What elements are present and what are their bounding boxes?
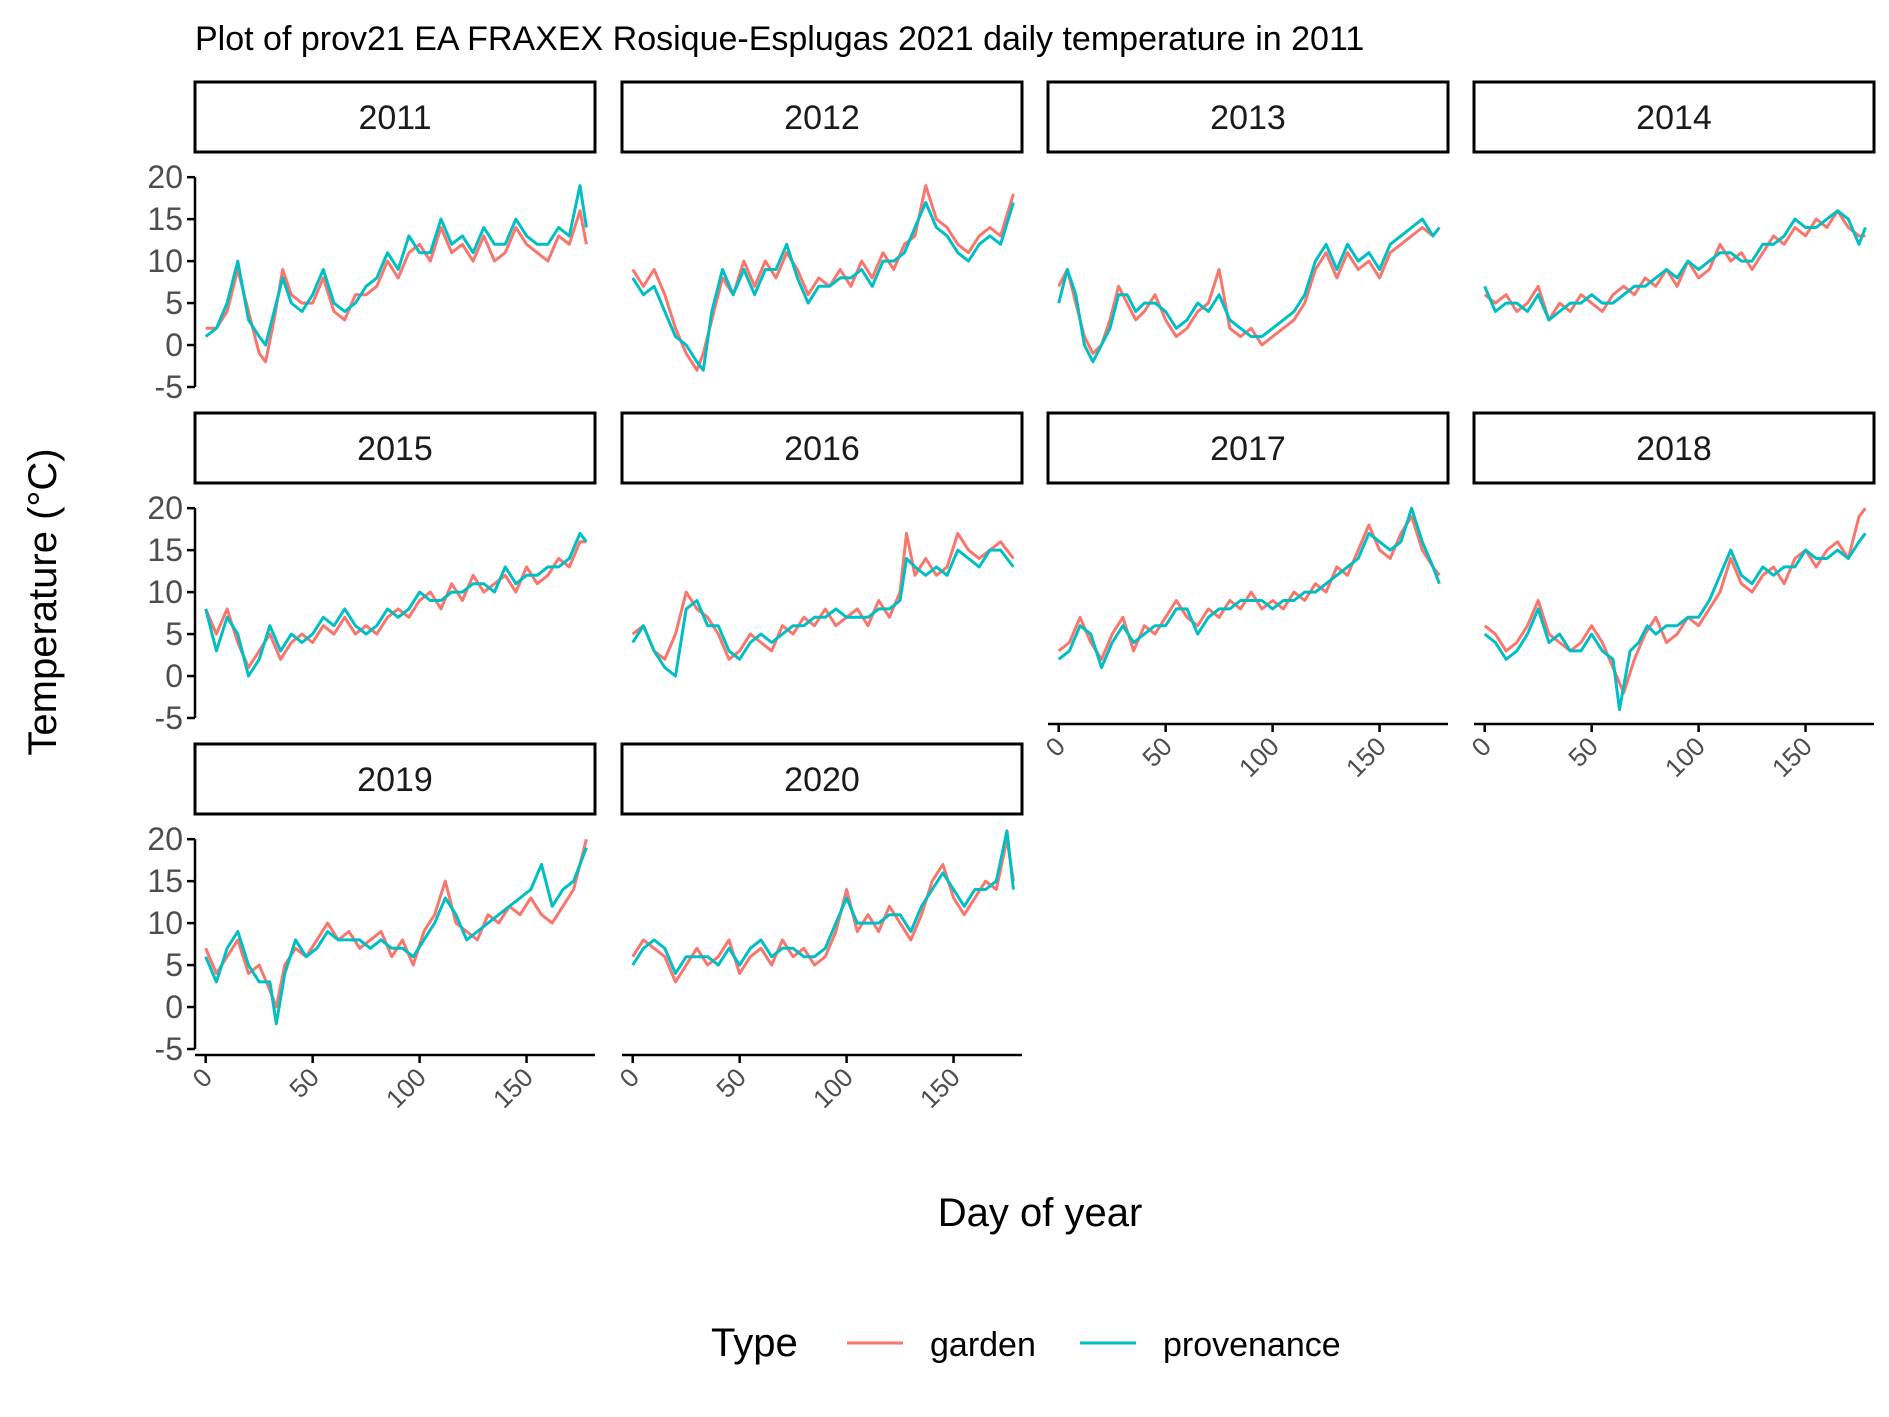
series-line-provenance: [1057, 506, 1441, 670]
series-line-garden: [204, 540, 587, 670]
strip-label: 2012: [784, 99, 860, 137]
x-axis-title: Day of year: [938, 1191, 1143, 1235]
legend-label-provenance: provenance: [1163, 1326, 1341, 1364]
series-line-garden: [205, 209, 588, 364]
legend: Type garden provenance: [711, 1321, 1341, 1365]
y-tick-label: 0: [165, 989, 183, 1025]
series-line-provenance: [204, 847, 588, 1026]
y-tick-label: 20: [147, 159, 183, 195]
strip-label: 2015: [357, 430, 433, 468]
legend-label-garden: garden: [930, 1326, 1036, 1364]
panel-2015: 2015 -5 0 5 10 15 20: [147, 411, 597, 736]
strip-2011: [193, 80, 597, 154]
y-tick-label: -5: [155, 369, 183, 405]
strip-2018: [1472, 411, 1876, 485]
y-tick-label: 0: [165, 658, 183, 694]
y-tick-label: 10: [147, 905, 183, 941]
series-line-provenance: [204, 531, 588, 678]
series-line-garden: [631, 184, 1015, 372]
y-tick-label: 5: [165, 947, 183, 983]
strip-label: 2016: [784, 430, 860, 468]
series-line-provenance: [1483, 532, 1867, 712]
series-line-garden: [1057, 226, 1441, 355]
y-tick-label: 15: [147, 532, 183, 568]
strip-label: 2020: [784, 761, 860, 799]
strip-label: 2011: [358, 99, 431, 137]
strip-label: 2017: [1210, 430, 1286, 468]
y-tick-label: 10: [147, 243, 183, 279]
strip-2020: [620, 742, 1024, 816]
chart-title: Plot of prov21 EA FRAXEX Rosique-Espluga…: [195, 20, 1364, 58]
y-tick-label: 20: [147, 490, 183, 526]
y-tick-label: 15: [147, 863, 183, 899]
strip-2015: [193, 411, 597, 485]
series-line-garden: [1057, 515, 1441, 661]
y-tick-label: 10: [147, 574, 183, 610]
panel-2011: 2011 -5 0 5 10 15 20: [147, 80, 597, 405]
series-line-garden: [631, 837, 1015, 984]
strip-label: 2013: [1210, 99, 1286, 137]
strip-2014: [1472, 80, 1876, 154]
strip-2016: [620, 411, 1024, 485]
panel-2016: 2016: [620, 411, 1024, 678]
series-line-provenance: [1483, 209, 1867, 322]
strip-2012: [620, 80, 1024, 154]
y-tick-label: 15: [147, 201, 183, 237]
series-line-garden: [631, 531, 1015, 661]
y-tick-label: 5: [165, 285, 183, 321]
series-line-provenance: [1057, 217, 1441, 364]
y-tick-label: 20: [147, 821, 183, 857]
strip-label: 2019: [357, 761, 433, 799]
series-line-provenance: [631, 829, 1015, 975]
y-axis-title: Temperature (°C): [21, 448, 65, 755]
y-tick-label: 5: [165, 616, 183, 652]
strip-label: 2014: [1636, 99, 1712, 137]
strip-2019: [193, 742, 597, 816]
series-line-provenance: [631, 548, 1015, 678]
y-tick-label: 0: [165, 327, 183, 363]
series-line-provenance: [631, 200, 1015, 372]
panel-2012: 2012: [620, 80, 1024, 372]
strip-2013: [1046, 80, 1450, 154]
panel-2014: 2014: [1472, 80, 1876, 322]
y-tick-label: -5: [155, 700, 183, 736]
strip-label: 2018: [1636, 430, 1712, 468]
strip-2017: [1046, 411, 1450, 485]
series-line-provenance: [204, 184, 588, 347]
y-tick-label: -5: [155, 1031, 183, 1067]
legend-title: Type: [711, 1321, 798, 1365]
panel-2013: 2013: [1046, 80, 1450, 364]
